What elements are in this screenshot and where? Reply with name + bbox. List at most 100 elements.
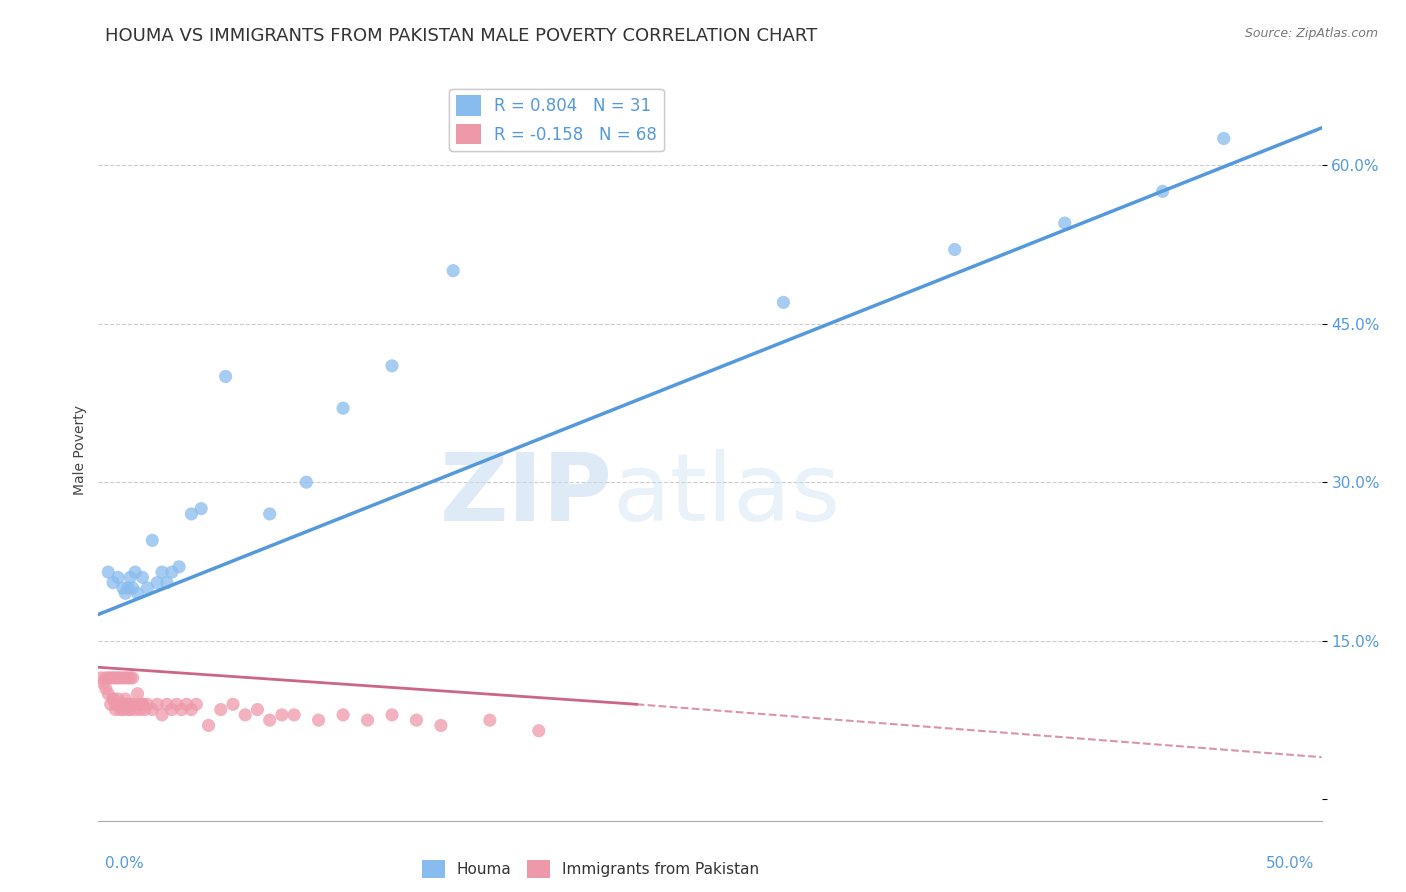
Y-axis label: Male Poverty: Male Poverty	[73, 406, 87, 495]
Point	[101, 671, 124, 685]
Point	[209, 703, 232, 717]
Point	[943, 243, 966, 257]
Point	[308, 713, 330, 727]
Point	[141, 533, 163, 548]
Point	[166, 698, 188, 712]
Point	[180, 507, 202, 521]
Point	[107, 671, 129, 685]
Point	[146, 575, 169, 590]
Point	[111, 581, 134, 595]
Point	[295, 475, 318, 490]
Point	[91, 676, 114, 690]
Point	[100, 698, 122, 712]
Point	[131, 698, 153, 712]
Point	[110, 703, 132, 717]
Point	[117, 581, 139, 595]
Point	[136, 581, 159, 595]
Point	[110, 671, 132, 685]
Point	[114, 586, 136, 600]
Point	[176, 698, 198, 712]
Point	[117, 671, 139, 685]
Point	[120, 703, 142, 717]
Point	[259, 507, 281, 521]
Point	[101, 692, 124, 706]
Text: atlas: atlas	[612, 449, 841, 541]
Point	[97, 565, 120, 579]
Point	[356, 713, 378, 727]
Point	[283, 707, 305, 722]
Point	[110, 698, 132, 712]
Point	[121, 671, 143, 685]
Point	[120, 698, 142, 712]
Point	[405, 713, 427, 727]
Point	[146, 698, 169, 712]
Point	[156, 698, 179, 712]
Point	[124, 703, 146, 717]
Point	[259, 713, 281, 727]
Point	[381, 359, 404, 373]
Point	[97, 671, 120, 685]
Point	[111, 698, 134, 712]
Point	[90, 671, 112, 685]
Point	[141, 703, 163, 717]
Point	[127, 586, 149, 600]
Point	[101, 575, 124, 590]
Point	[94, 681, 117, 696]
Point	[772, 295, 794, 310]
Point	[186, 698, 208, 712]
Point	[150, 565, 173, 579]
Text: 50.0%: 50.0%	[1267, 856, 1315, 871]
Point	[100, 671, 122, 685]
Point	[332, 707, 354, 722]
Point	[104, 698, 127, 712]
Point	[167, 559, 190, 574]
Point	[160, 565, 183, 579]
Point	[104, 671, 127, 685]
Point	[127, 687, 149, 701]
Point	[114, 698, 136, 712]
Point	[233, 707, 256, 722]
Point	[1152, 185, 1174, 199]
Point	[441, 263, 464, 277]
Point	[120, 671, 142, 685]
Point	[131, 570, 153, 584]
Point	[117, 698, 139, 712]
Legend: Houma, Immigrants from Pakistan: Houma, Immigrants from Pakistan	[416, 854, 765, 884]
Point	[104, 703, 127, 717]
Point	[1212, 131, 1234, 145]
Point	[111, 671, 134, 685]
Point	[150, 707, 173, 722]
Point	[131, 698, 153, 712]
Point	[94, 671, 117, 685]
Point	[136, 698, 159, 712]
Point	[1053, 216, 1076, 230]
Point	[101, 692, 124, 706]
Point	[190, 501, 212, 516]
Point	[134, 703, 156, 717]
Point	[156, 575, 179, 590]
Point	[121, 581, 143, 595]
Point	[332, 401, 354, 416]
Text: HOUMA VS IMMIGRANTS FROM PAKISTAN MALE POVERTY CORRELATION CHART: HOUMA VS IMMIGRANTS FROM PAKISTAN MALE P…	[105, 27, 818, 45]
Point	[197, 718, 219, 732]
Text: ZIP: ZIP	[439, 449, 612, 541]
Point	[381, 707, 404, 722]
Point	[222, 698, 245, 712]
Point	[527, 723, 550, 738]
Point	[127, 698, 149, 712]
Point	[107, 698, 129, 712]
Point	[97, 687, 120, 701]
Point	[214, 369, 236, 384]
Point	[180, 703, 202, 717]
Text: 0.0%: 0.0%	[105, 856, 145, 871]
Point	[478, 713, 501, 727]
Point	[124, 565, 146, 579]
Point	[107, 692, 129, 706]
Point	[170, 703, 193, 717]
Point	[246, 703, 269, 717]
Point	[129, 703, 152, 717]
Point	[160, 703, 183, 717]
Point	[114, 692, 136, 706]
Point	[120, 570, 142, 584]
Point	[270, 707, 294, 722]
